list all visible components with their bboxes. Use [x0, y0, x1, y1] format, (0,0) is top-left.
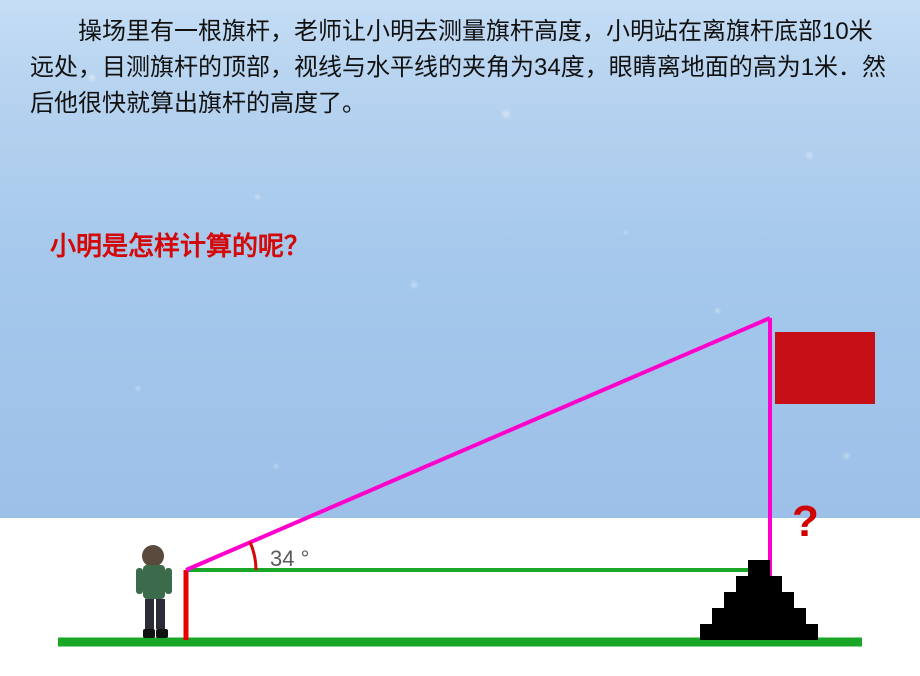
flag [775, 332, 875, 404]
sight-line [186, 318, 770, 570]
unknown-label: ? [792, 497, 819, 546]
distance-label: 10米 [414, 610, 461, 635]
angle-arc [250, 542, 256, 570]
diagram-area: 34 ° 1米 10米 ? [0, 158, 920, 518]
angle-label: 34 ° [270, 546, 309, 571]
student-figure [136, 545, 172, 638]
eye-height-label: 1米 [196, 596, 231, 621]
problem-text: 操场里有一根旗杆，老师让小明去测量旗杆高度，小明站在离旗杆底部10米远处，目测旗… [30, 14, 890, 122]
diagram-svg: 34 ° 1米 10米 ? [0, 158, 920, 676]
